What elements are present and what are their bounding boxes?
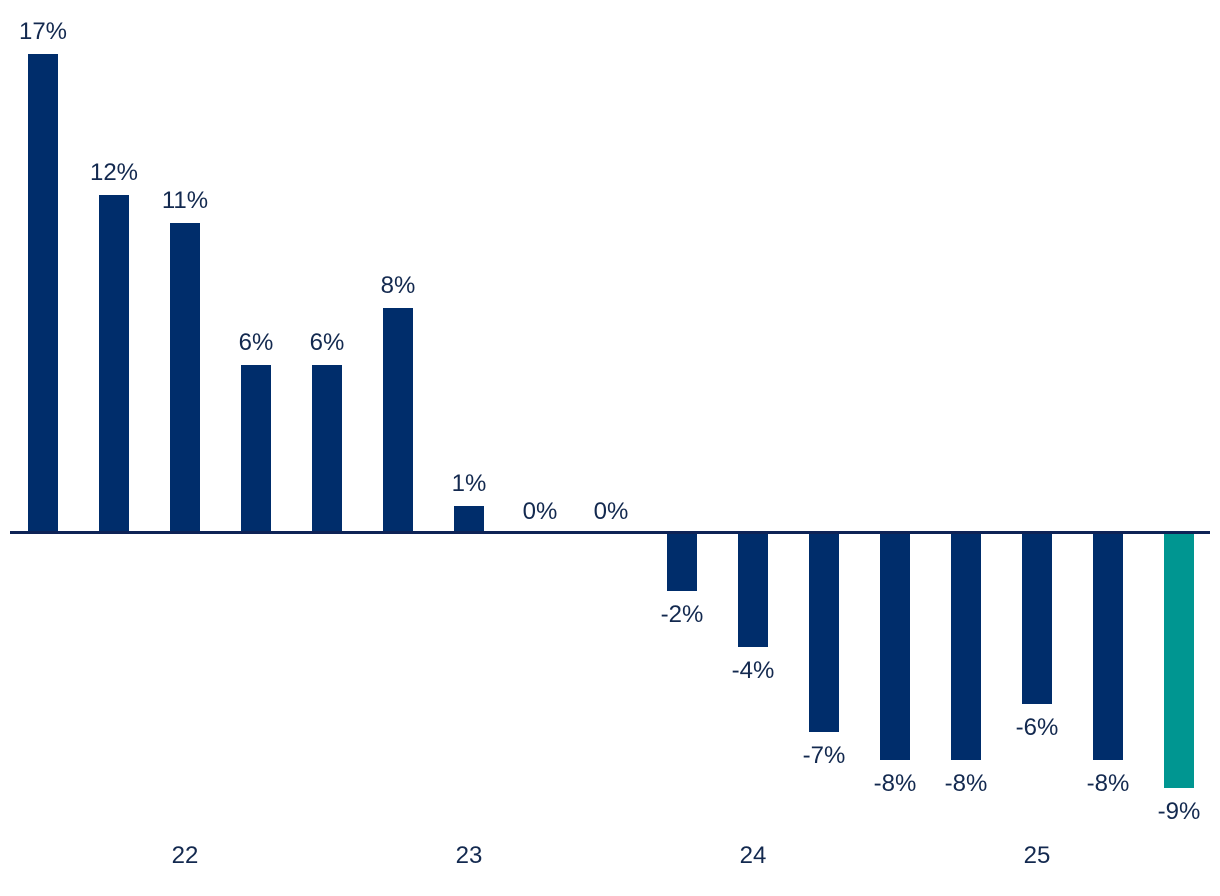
- x-axis-tick-label: 22: [171, 842, 199, 869]
- bar-value-label: -7%: [802, 741, 846, 769]
- bar-value-label: 0%: [522, 498, 558, 525]
- bar-value-label: -4%: [731, 657, 775, 684]
- bar: [667, 534, 697, 591]
- bar: [312, 364, 342, 534]
- bar: [170, 223, 200, 534]
- bar-value-label: 12%: [89, 159, 139, 186]
- bar-value-label: -6%: [1015, 713, 1059, 741]
- bar-value-label: 17%: [18, 17, 68, 45]
- bar: [1093, 534, 1123, 760]
- bar: [99, 195, 129, 534]
- bar-value-label: 0%: [593, 498, 629, 525]
- bar-value-label: 11%: [161, 187, 209, 215]
- bar: [738, 534, 768, 647]
- bar: [809, 534, 839, 732]
- bar-value-label: -8%: [873, 770, 917, 797]
- x-axis-tick-label: 25: [1023, 842, 1051, 869]
- bar-highlighted: [1164, 534, 1194, 789]
- bar: [383, 308, 413, 534]
- x-axis-zero-line: [10, 531, 1210, 534]
- bar-value-label: -8%: [944, 770, 988, 797]
- x-axis-tick-label: 23: [455, 842, 483, 869]
- bar-value-label: 6%: [309, 328, 345, 356]
- bar: [241, 364, 271, 534]
- bar-value-label: -8%: [1086, 770, 1130, 797]
- bar: [951, 534, 981, 760]
- bar: [880, 534, 910, 760]
- bar-value-label: 8%: [380, 272, 416, 299]
- bar-value-label: -9%: [1157, 798, 1201, 826]
- x-axis-tick-label: 24: [739, 842, 767, 869]
- bar-value-label: 1%: [451, 469, 487, 497]
- bar: [28, 53, 58, 534]
- bar: [1022, 534, 1052, 704]
- bar-value-label: -2%: [660, 600, 704, 628]
- bar: [454, 505, 484, 534]
- bar-value-label: 6%: [238, 328, 274, 356]
